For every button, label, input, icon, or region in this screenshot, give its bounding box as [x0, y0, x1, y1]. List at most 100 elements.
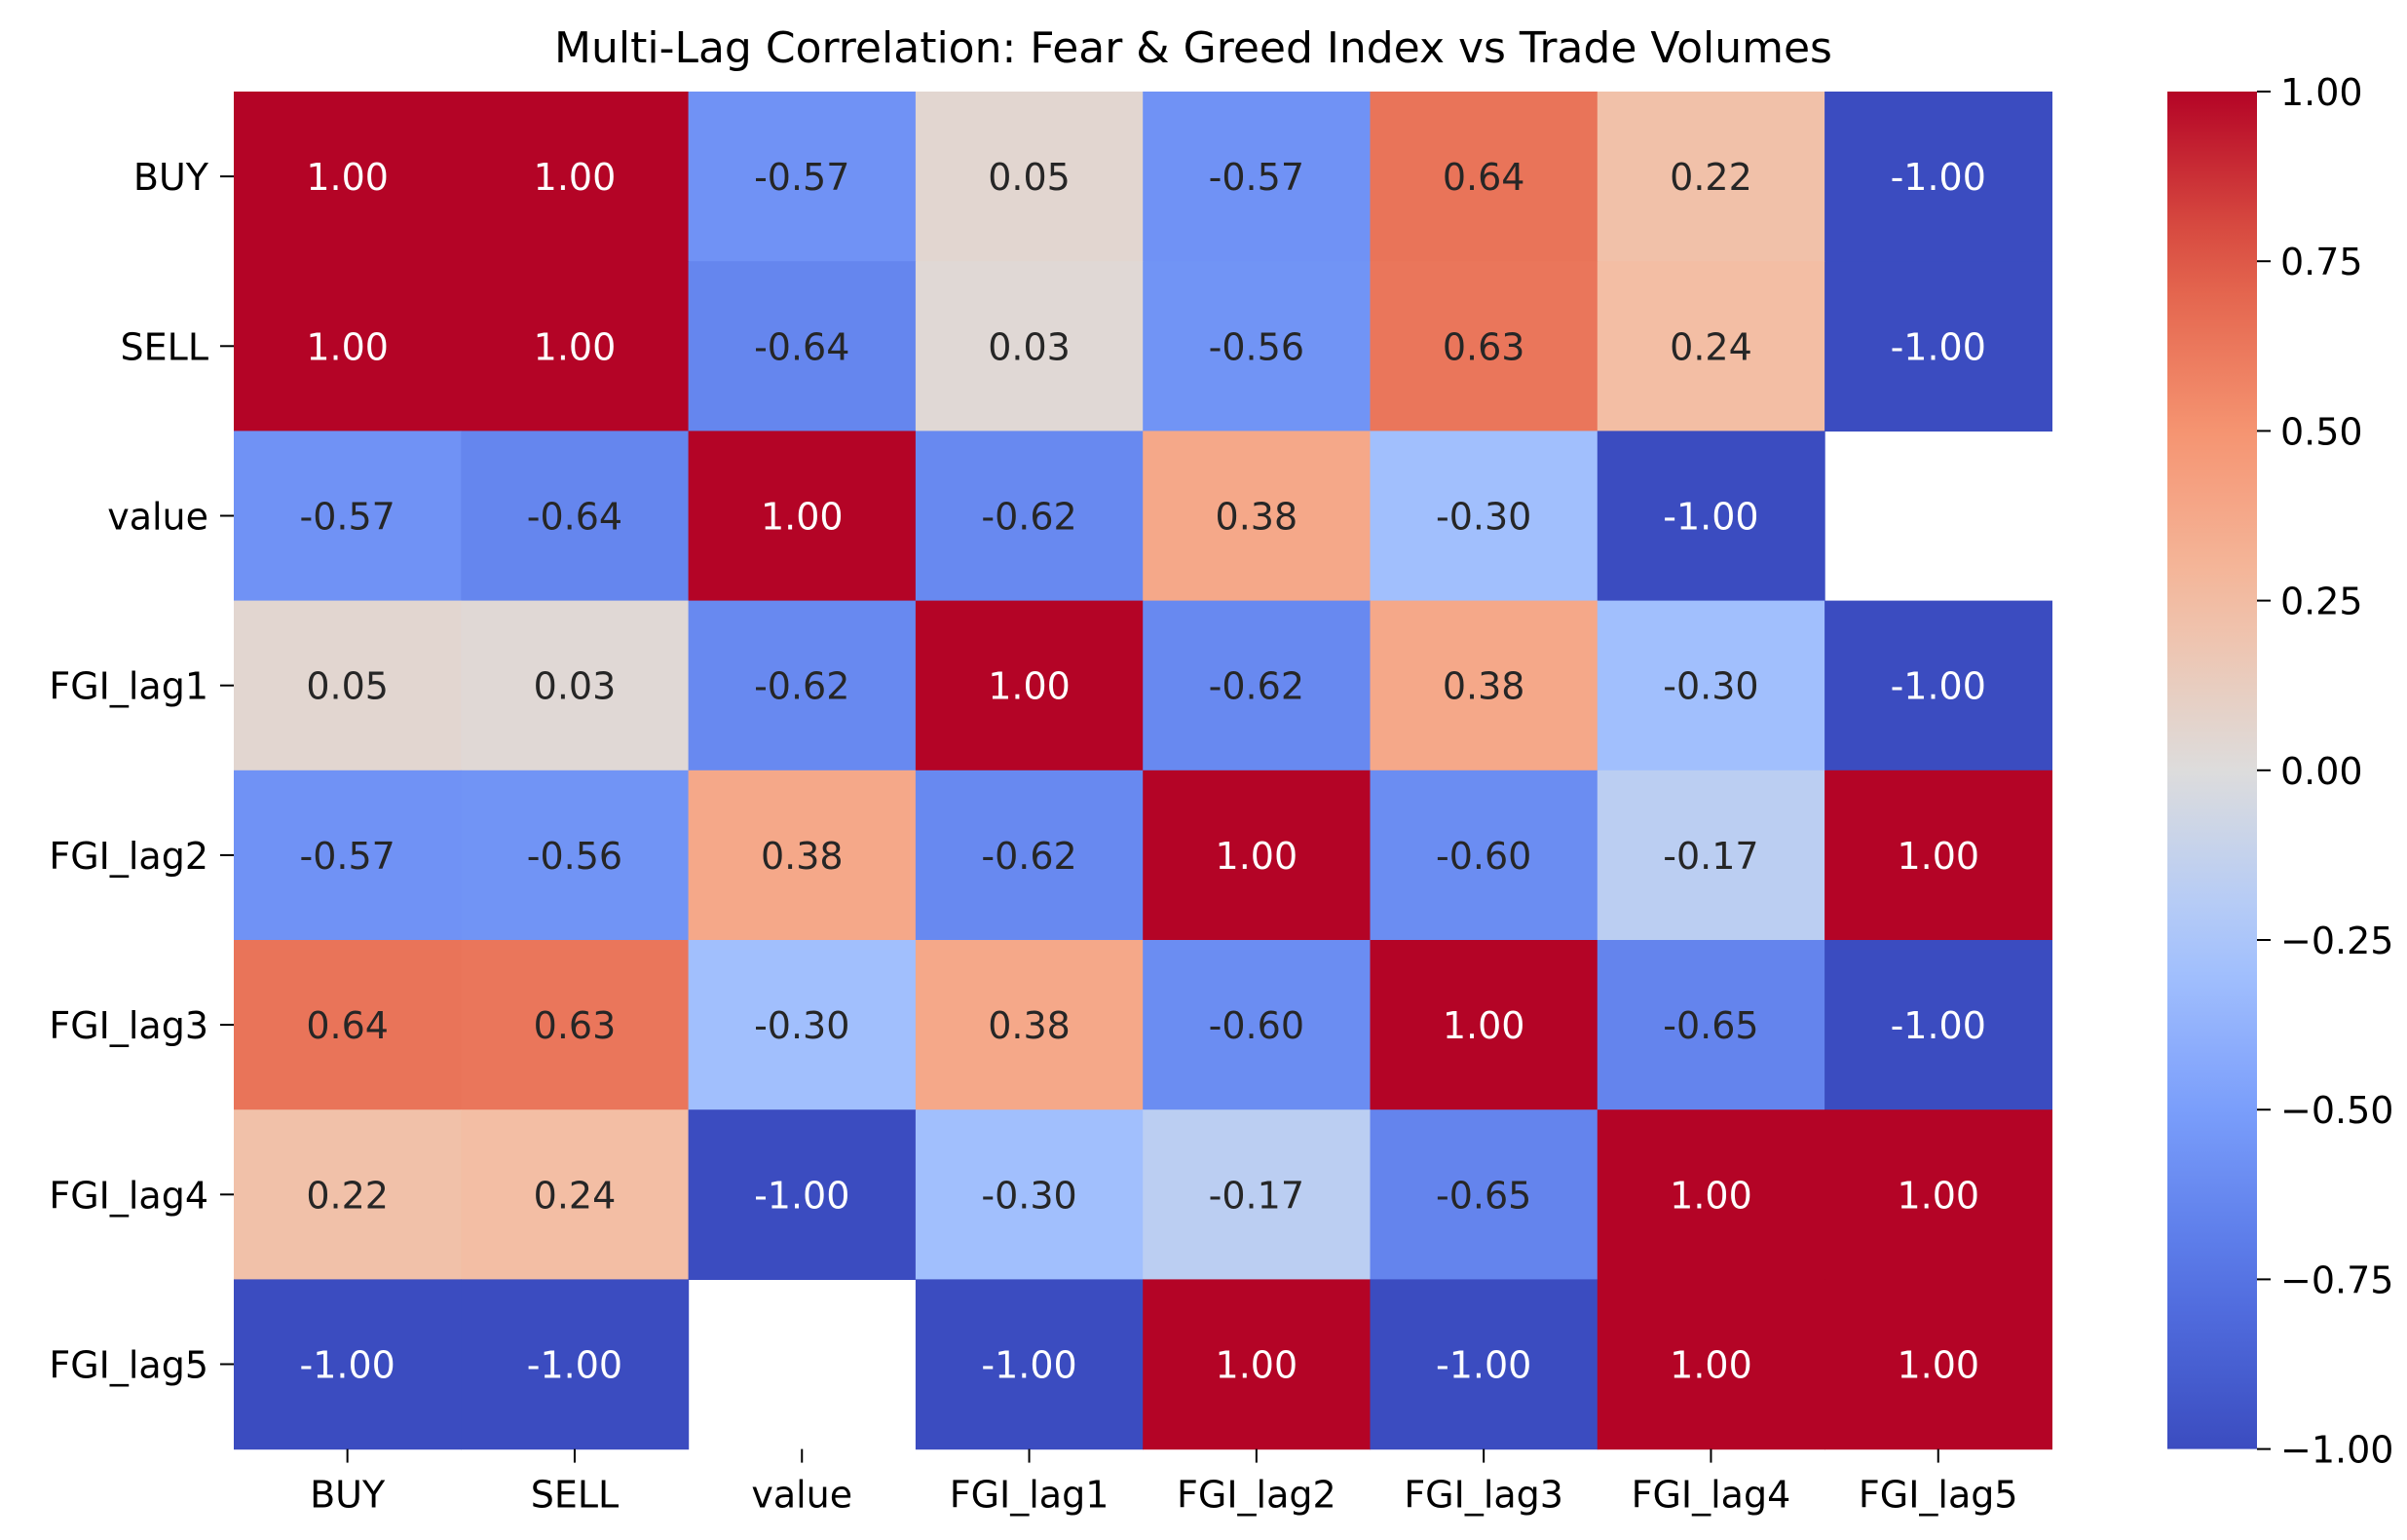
- heatmap-cell: [1143, 431, 1372, 602]
- colorbar-gradient: [2167, 92, 2257, 1449]
- heatmap-cell: [688, 1109, 917, 1280]
- heatmap-cell: [915, 940, 1144, 1110]
- cell-value-label: -1.00: [1891, 1004, 1986, 1047]
- cell-value-label: -0.62: [981, 496, 1076, 539]
- chart-title: Multi-Lag Correlation: Fear & Greed Inde…: [554, 23, 1832, 73]
- cell-value-label: 1.00: [1897, 835, 1979, 878]
- colorbar-tick-label: 1.00: [2280, 71, 2363, 114]
- heatmap-cell: [915, 600, 1144, 771]
- cell-value-label: 1.00: [534, 325, 617, 368]
- heatmap-cell: [1370, 1279, 1598, 1450]
- cell-value-label: 0.63: [534, 1004, 617, 1047]
- colorbar-tick-label: 0.75: [2280, 241, 2363, 283]
- heatmap-cell: [461, 1109, 690, 1280]
- cell-value-label: 1.00: [1216, 835, 1298, 878]
- heatmap-cell: [1824, 770, 2052, 941]
- heatmap-cell: [688, 770, 917, 941]
- cell-value-label: 0.38: [988, 1004, 1071, 1047]
- heatmap-cell: [915, 1279, 1144, 1450]
- cell-value-label: 0.38: [1443, 665, 1525, 708]
- colorbar-tick-label: 0.00: [2280, 750, 2363, 793]
- y-tick-label: FGI_lag3: [49, 1004, 208, 1047]
- cell-value-label: 1.00: [306, 156, 389, 199]
- colorbar-tick-label: −1.00: [2280, 1429, 2393, 1472]
- cell-value-label: -1.00: [1436, 1344, 1531, 1387]
- x-tick-label: value: [751, 1474, 852, 1517]
- heatmap-cell: [1597, 1109, 1825, 1280]
- cell-value-label: 1.00: [1670, 1174, 1752, 1217]
- heatmap-cell: [461, 600, 690, 771]
- cell-value-label: -0.62: [981, 835, 1076, 878]
- y-tick-label: FGI_lag5: [49, 1344, 208, 1387]
- cell-value-label: 0.64: [1443, 156, 1525, 199]
- heatmap-cell: [1143, 261, 1372, 432]
- x-tick-label: FGI_lag2: [1177, 1474, 1336, 1517]
- cell-value-label: 1.00: [988, 665, 1071, 708]
- cell-value-label: -0.56: [1209, 325, 1304, 368]
- y-tick-label: BUY: [133, 156, 209, 199]
- cell-value-label: 0.03: [988, 325, 1071, 368]
- cell-value-label: -0.30: [754, 1004, 849, 1047]
- heatmap-cell: [461, 261, 690, 432]
- cell-value-label: -1.00: [299, 1344, 395, 1387]
- cell-value-label: 1.00: [1897, 1174, 1979, 1217]
- cell-value-label: -1.00: [754, 1174, 849, 1217]
- cell-value-label: 0.05: [988, 156, 1071, 199]
- cell-value-label: -0.60: [1209, 1004, 1304, 1047]
- x-axis: BUY SELL value FGI_lag1 FGI_lag2 FGI_lag3 FGI_…: [310, 1448, 2018, 1517]
- heatmap-cell: [234, 1109, 462, 1280]
- heatmap-cell: [1143, 92, 1372, 262]
- heatmap-cell: [461, 940, 690, 1110]
- cell-value-label: 1.00: [1897, 1344, 1979, 1387]
- heatmap-cell: [1143, 600, 1372, 771]
- heatmap-cell: [1143, 1109, 1372, 1280]
- cell-value-label: -0.30: [1436, 496, 1531, 539]
- y-axis: BUY SELL value FGI_lag1 FGI_lag2 FGI_lag3 FGI_…: [49, 156, 234, 1387]
- cell-value-label: -0.30: [981, 1174, 1076, 1217]
- heatmap-cell: [1597, 1279, 1825, 1450]
- heatmap-cell: [915, 1109, 1144, 1280]
- cell-value-label: 1.00: [1670, 1344, 1752, 1387]
- heatmap-cell: [688, 600, 917, 771]
- heatmap-cell: [1597, 940, 1825, 1110]
- cell-value-label: 1.00: [761, 496, 844, 539]
- heatmap-cell: [461, 92, 690, 262]
- heatmap-cell: [234, 261, 462, 432]
- cell-value-label: -1.00: [1891, 665, 1986, 708]
- heatmap-cell: [461, 431, 690, 602]
- heatmap-cell: [1824, 940, 2052, 1110]
- heatmap-cell: [1370, 261, 1598, 432]
- cell-value-label: -0.60: [1436, 835, 1531, 878]
- cell-value-label: 0.38: [761, 835, 844, 878]
- cell-value-label: -1.00: [1891, 156, 1986, 199]
- y-tick-label: SELL: [121, 325, 208, 368]
- heatmap-cell: [1143, 770, 1372, 941]
- cell-value-label: 0.64: [306, 1004, 389, 1047]
- cell-value-label: -0.64: [527, 496, 622, 539]
- cell-value-label: -1.00: [527, 1344, 622, 1387]
- heatmap-cell: [1597, 431, 1825, 602]
- heatmap-cell: [1824, 92, 2052, 262]
- cell-value-label: 0.03: [534, 665, 617, 708]
- cell-value-label: 1.00: [1216, 1344, 1298, 1387]
- heatmap-cell: [688, 940, 917, 1110]
- heatmap-cell-labels: 1.00 1.00 -0.57 0.05 -0.57 0.64 0.22 -1.00 1.00 1…: [299, 156, 1985, 1386]
- heatmap-cell: [234, 92, 462, 262]
- heatmap-cell: [915, 431, 1144, 602]
- heatmap-cell: [1370, 92, 1598, 262]
- cell-value-label: -0.62: [1209, 665, 1304, 708]
- heatmap-cell: [1824, 1109, 2052, 1280]
- x-tick-label: SELL: [531, 1474, 619, 1517]
- cell-value-label: -0.30: [1663, 665, 1758, 708]
- heatmap-cell: [1143, 1279, 1372, 1450]
- x-tick-label: BUY: [310, 1474, 386, 1517]
- cell-value-label: -0.57: [1209, 156, 1304, 199]
- heatmap-cell: [234, 1279, 462, 1450]
- heatmap-cell: [1370, 600, 1598, 771]
- x-tick-label: FGI_lag5: [1859, 1474, 2018, 1517]
- colorbar-tick-label: −0.25: [2280, 920, 2393, 962]
- colorbar-tick-label: −0.50: [2280, 1089, 2393, 1132]
- cell-value-label: 1.00: [1443, 1004, 1525, 1047]
- heatmap-cell: [915, 92, 1144, 262]
- x-tick-label: FGI_lag4: [1632, 1474, 1791, 1517]
